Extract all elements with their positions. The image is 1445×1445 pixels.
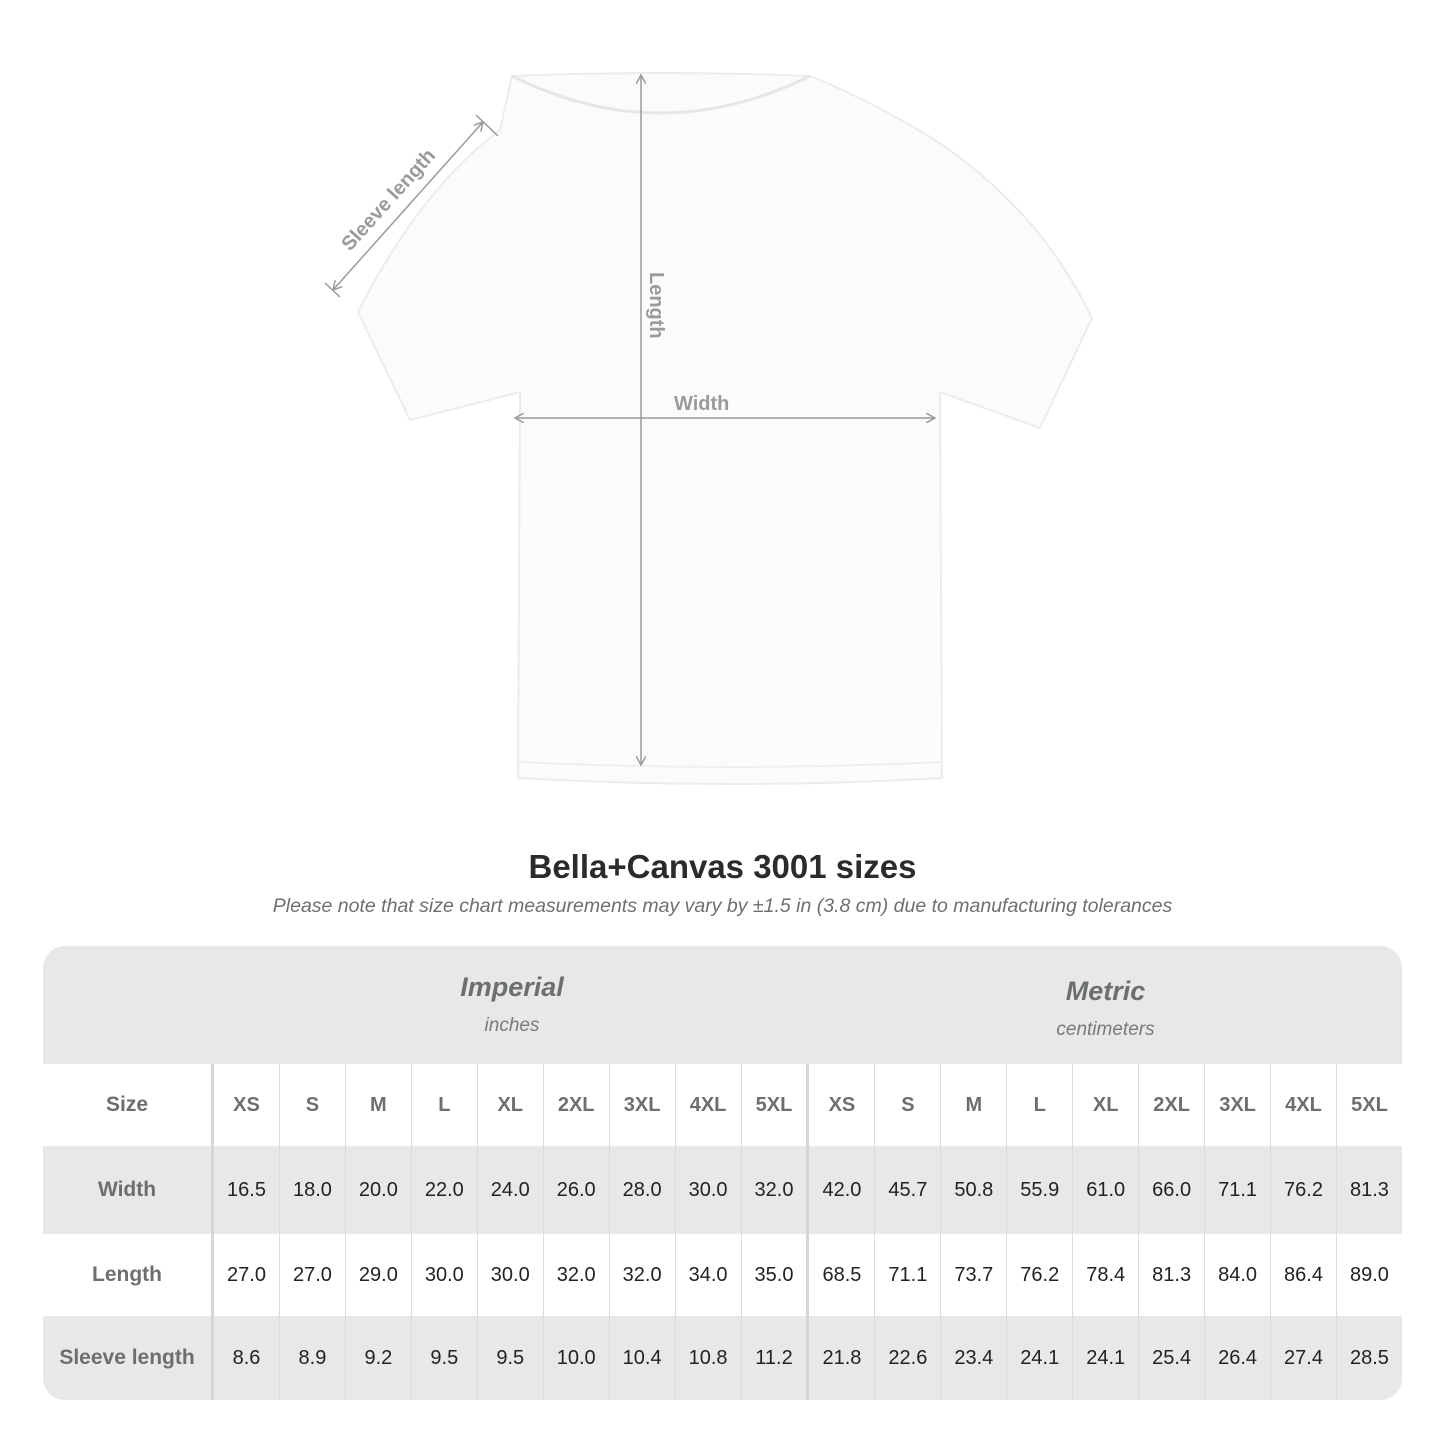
imperial-size-l: L (410, 1064, 478, 1146)
imperial-value-cell: 29.0 (344, 1234, 412, 1316)
metric-size-5xl: 5XL (1335, 1064, 1402, 1146)
imperial-value-cell: 22.0 (410, 1146, 478, 1234)
row-label: Sleeve length (43, 1316, 215, 1400)
size-header-row: Size XS S M L XL 2XL 3XL 4XL 5XL XS S M L XL 2XL 3XL 4XL 5… (43, 1064, 1402, 1146)
metric-value-cell: 89.0 (1335, 1234, 1402, 1316)
imperial-value-cell: 11.2 (740, 1316, 808, 1400)
imperial-unit: inches (484, 1015, 540, 1036)
imperial-size-s: S (278, 1064, 346, 1146)
imperial-size-3xl: 3XL (608, 1064, 676, 1146)
metric-value-cell: 86.4 (1270, 1234, 1337, 1316)
metric-value-cell: 68.5 (806, 1234, 875, 1316)
metric-value-cell: 26.4 (1204, 1316, 1271, 1400)
metric-value-cell: 84.0 (1204, 1234, 1271, 1316)
imperial-value-cell: 18.0 (278, 1146, 346, 1234)
metric-size-3xl: 3XL (1204, 1064, 1271, 1146)
metric-value-cell: 73.7 (940, 1234, 1007, 1316)
metric-size-4xl: 4XL (1270, 1064, 1337, 1146)
imperial-value-cell: 35.0 (740, 1234, 808, 1316)
imperial-size-4xl: 4XL (674, 1064, 742, 1146)
metric-value-cell: 45.7 (874, 1146, 941, 1234)
metric-value-cell: 76.2 (1006, 1234, 1073, 1316)
metric-value-cell: 27.4 (1270, 1316, 1337, 1400)
imperial-value-cell: 26.0 (542, 1146, 610, 1234)
imperial-size-2xl: 2XL (542, 1064, 610, 1146)
imperial-value-cell: 32.0 (740, 1146, 808, 1234)
metric-value-cell: 24.1 (1072, 1316, 1139, 1400)
row-label: Length (43, 1234, 215, 1316)
table-row: Length 27.0 27.0 29.0 30.0 30.0 32.0 32.0 34.0 35… (43, 1234, 1402, 1316)
chart-title: Bella+Canvas 3001 sizes (528, 848, 917, 885)
metric-size-xl: XL (1072, 1064, 1139, 1146)
metric-value-cell: 71.1 (874, 1234, 941, 1316)
metric-value-cell: 81.3 (1335, 1146, 1402, 1234)
length-label: Length (645, 272, 667, 339)
imperial-value-cell: 8.6 (212, 1316, 280, 1400)
tshirt-shape (356, 72, 1094, 785)
imperial-value-cell: 34.0 (674, 1234, 742, 1316)
imperial-value-cell: 24.0 (476, 1146, 544, 1234)
metric-size-l: L (1006, 1064, 1073, 1146)
width-label: Width (674, 393, 729, 415)
row-label: Width (43, 1146, 215, 1234)
size-table-panel: Imperial inches Metric centimeters Size X… (43, 946, 1402, 1400)
imperial-size-5xl: 5XL (740, 1064, 808, 1146)
metric-value-cell: 28.5 (1335, 1316, 1402, 1400)
imperial-size-m: M (344, 1064, 412, 1146)
metric-value-cell: 76.2 (1270, 1146, 1337, 1234)
metric-value-cell: 50.8 (940, 1146, 1007, 1234)
imperial-value-cell: 30.0 (410, 1234, 478, 1316)
metric-value-cell: 78.4 (1072, 1234, 1139, 1316)
imperial-value-cell: 27.0 (212, 1234, 280, 1316)
imperial-value-cell: 8.9 (278, 1316, 346, 1400)
table-row: Sleeve length 8.6 8.9 9.2 9.5 9.5 10.0 10.4 10.8… (43, 1316, 1402, 1400)
imperial-value-cell: 10.8 (674, 1316, 742, 1400)
metric-value-cell: 55.9 (1006, 1146, 1073, 1234)
imperial-value-cell: 9.5 (476, 1316, 544, 1400)
imperial-value-cell: 30.0 (674, 1146, 742, 1234)
imperial-title: Imperial (460, 972, 564, 1002)
imperial-value-cell: 9.5 (410, 1316, 478, 1400)
metric-value-cell: 25.4 (1138, 1316, 1205, 1400)
metric-size-s: S (874, 1064, 941, 1146)
imperial-value-cell: 30.0 (476, 1234, 544, 1316)
metric-size-m: M (940, 1064, 1007, 1146)
table-row: Width 16.5 18.0 20.0 22.0 24.0 26.0 28.0 30.0 32.… (43, 1146, 1402, 1234)
metric-value-cell: 42.0 (806, 1146, 875, 1234)
metric-value-cell: 21.8 (806, 1316, 875, 1400)
metric-value-cell: 24.1 (1006, 1316, 1073, 1400)
imperial-value-cell: 20.0 (344, 1146, 412, 1234)
imperial-value-cell: 32.0 (608, 1234, 676, 1316)
metric-size-xs: XS (806, 1064, 875, 1146)
imperial-size-xs: XS (212, 1064, 280, 1146)
metric-value-cell: 81.3 (1138, 1234, 1205, 1316)
size-label: Size (43, 1064, 215, 1146)
metric-value-cell: 61.0 (1072, 1146, 1139, 1234)
imperial-value-cell: 10.4 (608, 1316, 676, 1400)
width-arrow: Width (515, 393, 935, 418)
imperial-value-cell: 28.0 (608, 1146, 676, 1234)
imperial-header: Imperial inches (215, 946, 809, 1090)
imperial-value-cell: 32.0 (542, 1234, 610, 1316)
metric-header: Metric centimeters (809, 946, 1402, 1094)
metric-title: Metric (1065, 976, 1146, 1006)
imperial-size-xl: XL (476, 1064, 544, 1146)
metric-unit: centimeters (1056, 1019, 1155, 1040)
metric-value-cell: 23.4 (940, 1316, 1007, 1400)
metric-size-2xl: 2XL (1138, 1064, 1205, 1146)
imperial-value-cell: 16.5 (212, 1146, 280, 1234)
metric-value-cell: 71.1 (1204, 1146, 1271, 1234)
metric-value-cell: 22.6 (874, 1316, 941, 1400)
size-table: Size XS S M L XL 2XL 3XL 4XL 5XL XS S M L XL 2XL 3XL 4XL 5… (43, 1064, 1402, 1400)
imperial-value-cell: 27.0 (278, 1234, 346, 1316)
tshirt-diagram: Length Width Sleeve length (324, 72, 1094, 785)
imperial-value-cell: 10.0 (542, 1316, 610, 1400)
metric-value-cell: 66.0 (1138, 1146, 1205, 1234)
imperial-value-cell: 9.2 (344, 1316, 412, 1400)
tolerance-note: Please note that size chart measurements… (272, 895, 1173, 917)
